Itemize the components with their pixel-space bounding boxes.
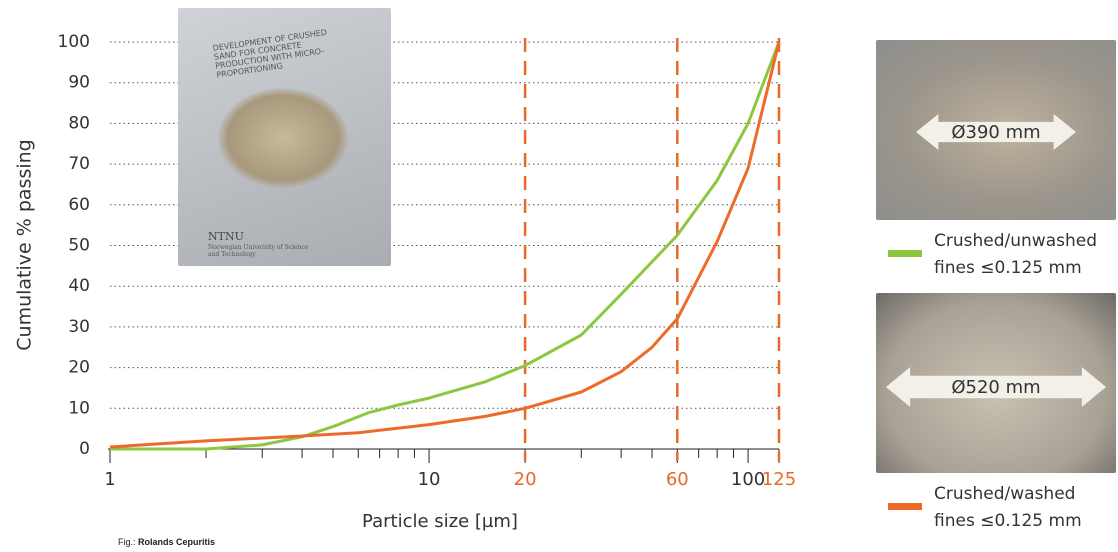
legend-swatch (888, 503, 922, 510)
x-axis-label: Particle size [µm] (362, 511, 518, 532)
x-tick-label: 10 (418, 469, 441, 490)
legend-item: Crushed/washed fines ≤0.125 mm (888, 481, 1118, 535)
x-tick-label: 1 (104, 469, 115, 490)
x-tick-label: 20 (514, 469, 537, 490)
y-tick-label: 50 (68, 236, 90, 256)
y-tick-label: 70 (68, 154, 90, 174)
x-tick-label: 100 (731, 469, 765, 490)
series-line (109, 41, 781, 449)
y-tick-label: 10 (68, 398, 90, 418)
x-tick-label: 60 (666, 469, 689, 490)
y-tick-label: 100 (58, 32, 90, 52)
x-tick-label: 125 (762, 469, 796, 490)
spread-label-2: Ø520 mm (886, 367, 1106, 407)
inset-logo: NTNU (208, 230, 244, 243)
caption: Fig.: Rolands Cepuritis (118, 537, 215, 547)
caption-author: Rolands Cepuritis (138, 537, 216, 547)
inset-university: Norwegian University of Science and Tech… (208, 244, 309, 258)
spread-photo-2: Ø520 mm (876, 293, 1116, 473)
legend-label: Crushed/washed fines ≤0.125 mm (934, 484, 1082, 531)
sand-pile (218, 88, 348, 188)
legend-item: Crushed/unwashed fines ≤0.125 mm (888, 228, 1118, 282)
spread-label-1: Ø390 mm (916, 114, 1076, 150)
y-tick-label: 0 (79, 439, 90, 459)
caption-prefix: Fig.: (118, 537, 136, 547)
series-line (110, 41, 781, 451)
y-tick-label: 20 (68, 358, 90, 378)
legend-swatch (888, 250, 922, 257)
inset-title: DEVELOPMENT OF CRUSHED SAND FOR CONCRETE… (212, 27, 328, 80)
y-tick-label: 40 (68, 276, 90, 296)
inset-photo: DEVELOPMENT OF CRUSHED SAND FOR CONCRETE… (178, 8, 391, 266)
y-tick-label: 30 (68, 317, 90, 337)
y-tick-label: 60 (68, 195, 90, 215)
spread-photo-1: Ø390 mm (876, 40, 1116, 220)
y-tick-label: 80 (68, 113, 90, 133)
legend-label: Crushed/unwashed fines ≤0.125 mm (934, 231, 1097, 278)
y-axis-label: Cumulative % passing (14, 139, 36, 350)
y-tick-label: 90 (68, 73, 90, 93)
